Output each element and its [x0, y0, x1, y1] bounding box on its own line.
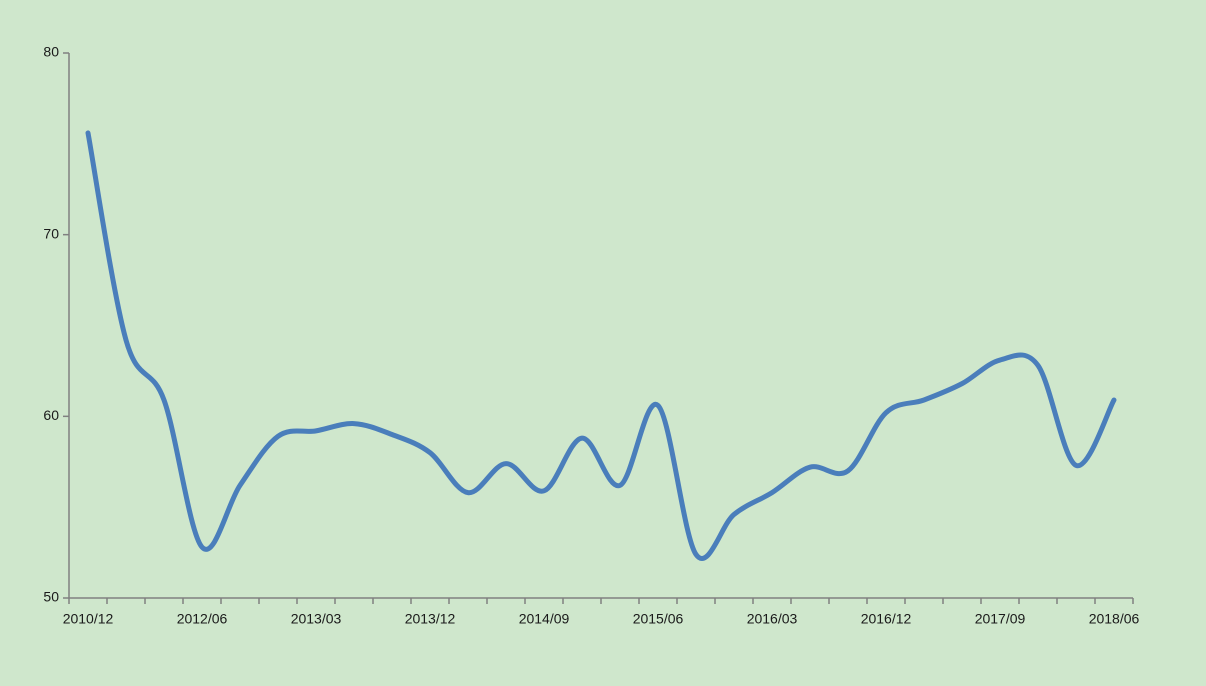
- x-tick-label: 2016/12: [861, 611, 912, 627]
- x-tick-label: 2012/06: [177, 611, 228, 627]
- x-tick-label: 2010/12: [63, 611, 114, 627]
- x-tick-label: 2014/09: [519, 611, 570, 627]
- x-tick-label: 2013/03: [291, 611, 342, 627]
- x-tick-label: 2018/06: [1089, 611, 1140, 627]
- y-tick-label: 60: [43, 407, 59, 423]
- y-tick-label: 80: [43, 44, 59, 60]
- y-tick-label: 70: [43, 225, 59, 241]
- y-tick-label: 50: [43, 589, 59, 605]
- x-tick-label: 2013/12: [405, 611, 456, 627]
- x-tick-label: 2017/09: [975, 611, 1026, 627]
- line: [85, 130, 1117, 561]
- x-tick-label: 2016/03: [747, 611, 798, 627]
- x-tick-label: 2015/06: [633, 611, 684, 627]
